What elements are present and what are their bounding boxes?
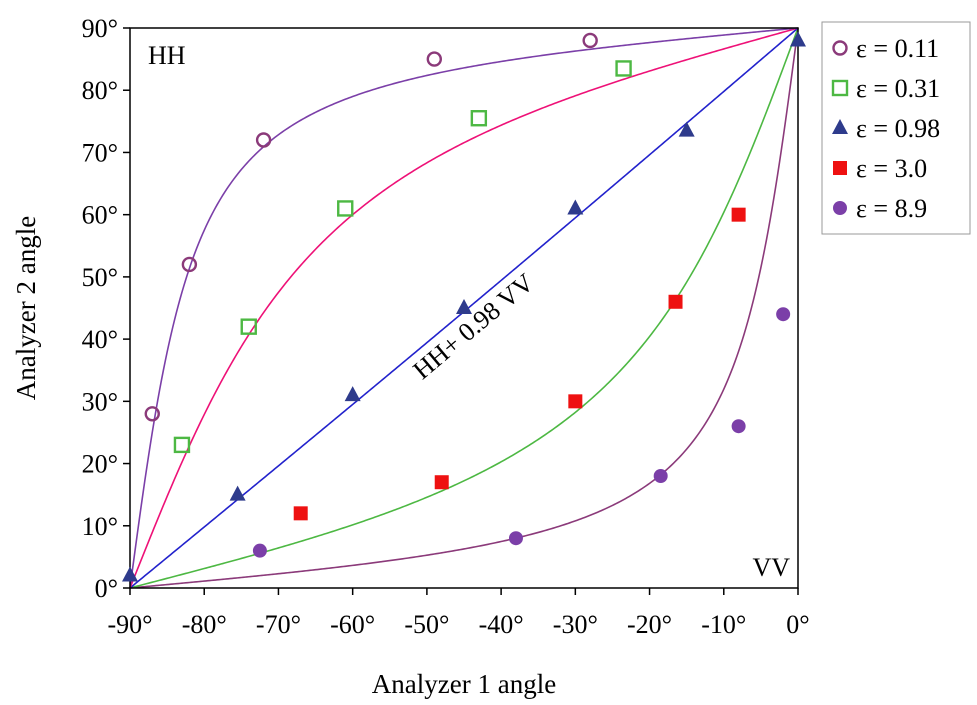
legend-label-3: ε = 0.98 bbox=[856, 114, 940, 143]
data-point-series-5 bbox=[776, 307, 791, 322]
corner-label-vv: VV bbox=[752, 553, 790, 582]
legend-marker-4 bbox=[833, 161, 847, 175]
data-point-series-2 bbox=[337, 200, 354, 217]
data-point-series-3 bbox=[678, 121, 695, 137]
x-axis-title: Analyzer 1 angle bbox=[372, 669, 556, 699]
legend: ε = 0.11 ε = 0.31 ε = 0.98 ε = 3.0 ε = 8.9 bbox=[821, 21, 971, 235]
data-point-series-1 bbox=[582, 32, 598, 49]
y-axis-title: Analyzer 2 angle bbox=[11, 216, 41, 400]
data-point-series-2 bbox=[615, 60, 632, 77]
data-point-series-4 bbox=[293, 506, 308, 521]
x-tick-label: -30° bbox=[553, 610, 598, 639]
legend-marker-3 bbox=[832, 119, 848, 134]
y-tick-label: 50° bbox=[82, 263, 118, 292]
x-tick-label: -40° bbox=[479, 610, 524, 639]
data-point-series-3 bbox=[122, 566, 138, 582]
legend-marker-5 bbox=[833, 201, 847, 215]
fit-curve-eps-0-11 bbox=[129, 27, 799, 589]
y-tick-label: 30° bbox=[82, 387, 118, 416]
data-point-series-3 bbox=[344, 386, 361, 402]
x-tick-label: -70° bbox=[256, 610, 301, 639]
data-point-series-4 bbox=[568, 394, 583, 409]
data-point-series-5 bbox=[731, 419, 746, 434]
x-axis-ticks: -90° -80° -70° -60° -50° -40° -30° -20° -10° 0° bbox=[107, 588, 810, 639]
y-tick-label: 0° bbox=[95, 574, 118, 603]
corner-label-hh: HH bbox=[148, 41, 186, 70]
y-tick-label: 70° bbox=[82, 138, 118, 167]
y-tick-label: 90° bbox=[82, 14, 118, 43]
data-point-series-1 bbox=[426, 51, 443, 67]
plot-frame bbox=[129, 27, 799, 589]
x-tick-label: -20° bbox=[627, 610, 672, 639]
data-point-series-2 bbox=[240, 318, 257, 335]
data-point-series-2 bbox=[470, 110, 488, 127]
data-point-series-3 bbox=[790, 31, 806, 47]
data-point-series-3 bbox=[229, 485, 246, 501]
fit-curve-eps-0-31 bbox=[129, 27, 799, 589]
data-point-series-1 bbox=[181, 256, 198, 273]
y-axis-ticks: 0° 10° 20° 30° 40° 50° 60° 70° 80° 90° bbox=[82, 14, 130, 603]
y-tick-label: 40° bbox=[82, 325, 118, 354]
data-point-series-3 bbox=[456, 299, 472, 314]
data-point-series-4 bbox=[668, 294, 683, 309]
data-point-series-2 bbox=[173, 436, 191, 454]
data-point-series-5 bbox=[653, 469, 668, 483]
x-tick-label: -50° bbox=[404, 610, 449, 639]
data-point-series-5 bbox=[508, 531, 523, 546]
legend-box bbox=[821, 21, 971, 235]
legend-label-5: ε = 8.9 bbox=[856, 194, 927, 223]
legend-marker-1 bbox=[832, 40, 848, 56]
x-tick-label: -10° bbox=[701, 610, 746, 639]
x-tick-label: 0° bbox=[786, 610, 809, 639]
diagonal-annotation: HH+ 0.98 VV bbox=[407, 268, 539, 385]
data-point-series-3 bbox=[567, 199, 584, 215]
fit-curve-eps-8-9 bbox=[129, 27, 799, 589]
data-point-series-5 bbox=[252, 543, 267, 558]
x-tick-label: -80° bbox=[182, 610, 227, 639]
x-tick-label: -60° bbox=[330, 610, 375, 639]
legend-label-4: ε = 3.0 bbox=[856, 154, 927, 183]
x-tick-label: -90° bbox=[107, 610, 152, 639]
legend-label-2: ε = 0.31 bbox=[856, 74, 940, 103]
y-tick-label: 20° bbox=[82, 450, 118, 479]
y-tick-label: 80° bbox=[82, 76, 118, 105]
y-tick-label: 10° bbox=[82, 512, 118, 541]
data-points bbox=[122, 31, 806, 582]
y-tick-label: 60° bbox=[82, 201, 118, 230]
data-point-series-4 bbox=[731, 207, 746, 222]
data-point-series-1 bbox=[144, 406, 160, 422]
fit-curve-eps-3 bbox=[129, 27, 799, 589]
data-point-series-1 bbox=[255, 132, 272, 148]
data-point-series-4 bbox=[434, 475, 449, 490]
legend-marker-2 bbox=[831, 79, 849, 97]
legend-label-1: ε = 0.11 bbox=[856, 34, 939, 63]
